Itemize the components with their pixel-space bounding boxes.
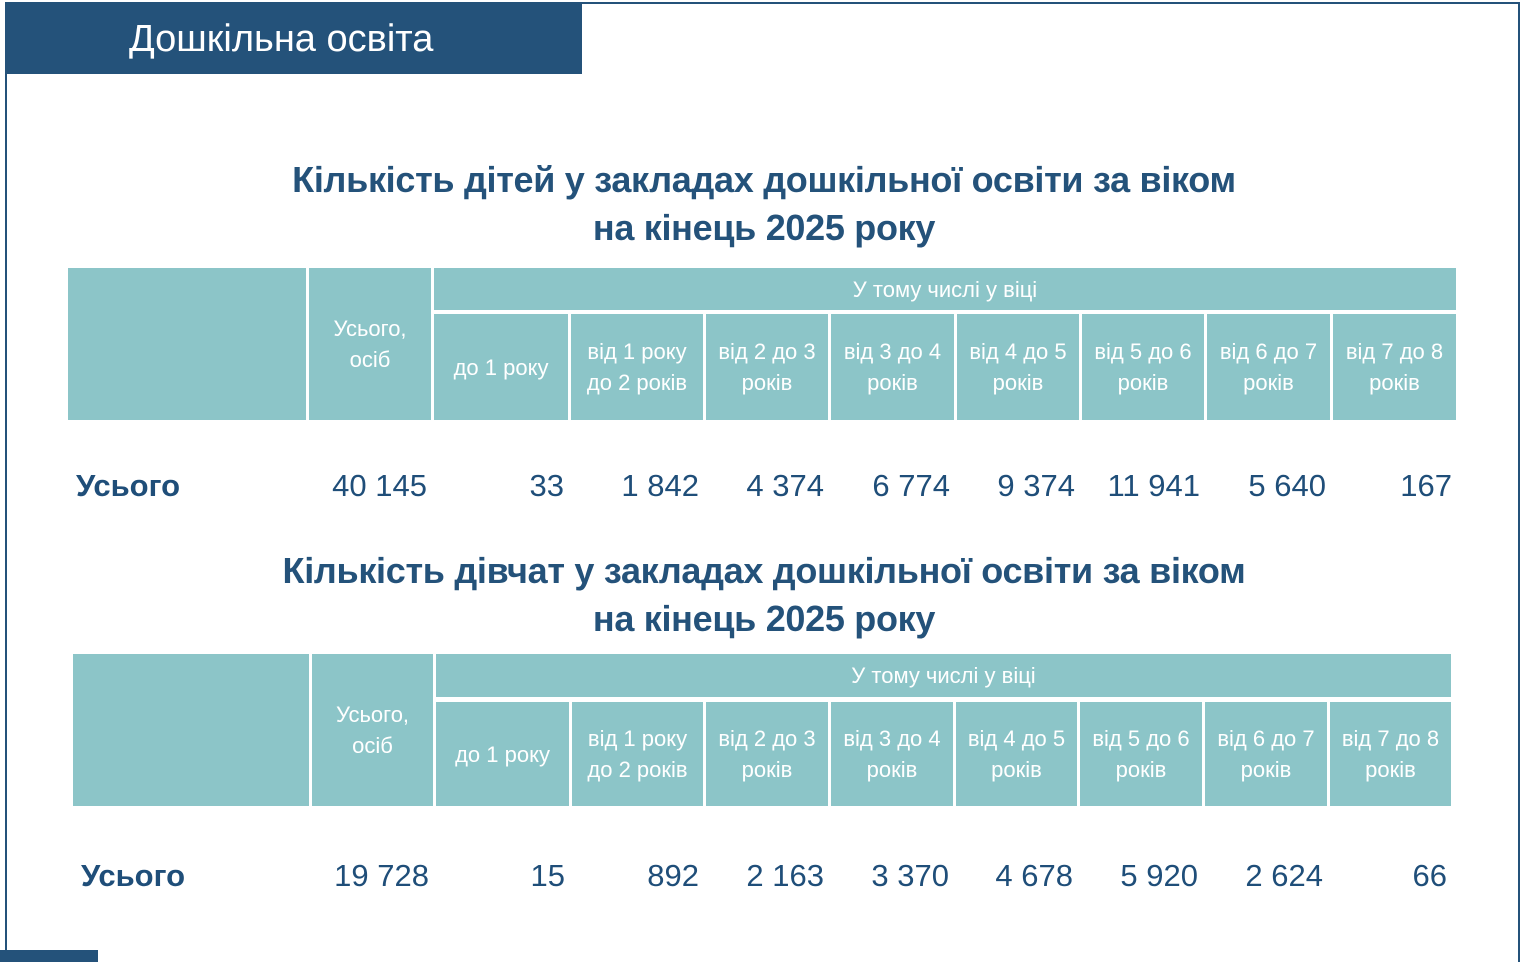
header-cell: до 1 року xyxy=(434,314,568,420)
header-cell: У тому числі у віці xyxy=(436,654,1451,697)
cell-value: 11 941 xyxy=(1107,468,1200,503)
frame xyxy=(1518,2,1520,962)
header-cell: від 5 до 6 років xyxy=(1082,314,1204,420)
cell-value: 3 370 xyxy=(871,858,949,893)
header-cell: від 7 до 8 років xyxy=(1330,702,1451,806)
frame xyxy=(582,2,1520,4)
cell-value: 167 xyxy=(1400,468,1452,503)
header-cell: від 5 до 6 років xyxy=(1080,702,1202,806)
cell-value: 4 678 xyxy=(995,858,1073,893)
header-cell: У тому числі у віці xyxy=(434,268,1456,310)
table-title: Кількість дітей у закладах дошкільної ос… xyxy=(292,159,1236,200)
header-cell: від 2 до 3 років xyxy=(706,314,828,420)
header-cell: від 3 до 4 років xyxy=(831,702,953,806)
header-cell: Усього, осіб xyxy=(309,268,431,420)
footer-bar xyxy=(0,950,98,962)
cell-value: 5 920 xyxy=(1120,858,1198,893)
header-cell: від 2 до 3 років xyxy=(706,702,828,806)
header-cell: від 4 до 5 років xyxy=(956,702,1077,806)
header-cell xyxy=(73,654,309,806)
row-label: Усього xyxy=(76,468,181,503)
cell-value: 5 640 xyxy=(1248,468,1326,503)
cell-value: 2 163 xyxy=(746,858,824,893)
header-cell xyxy=(68,268,306,420)
cell-value: 4 374 xyxy=(746,468,824,503)
table-title: на кінець 2025 року xyxy=(592,207,936,248)
cell-value: 892 xyxy=(647,858,699,893)
header-cell: від 4 до 5 років xyxy=(957,314,1079,420)
table-title: Кількість дівчат у закладах дошкільної о… xyxy=(282,550,1246,591)
header-cell: від 1 року до 2 років xyxy=(571,314,703,420)
header-cell: від 6 до 7 років xyxy=(1205,702,1327,806)
cell-value: 19 728 xyxy=(334,858,429,893)
header-cell: Усього, осіб xyxy=(312,654,433,806)
row-label: Усього xyxy=(81,858,186,893)
cell-value: 6 774 xyxy=(872,468,950,503)
section-header: Дошкільна освіта xyxy=(5,2,582,74)
cell-value: 40 145 xyxy=(332,468,427,503)
header-cell: від 6 до 7 років xyxy=(1207,314,1330,420)
header-cell: від 7 до 8 років xyxy=(1333,314,1456,420)
cell-value: 1 842 xyxy=(621,468,699,503)
table-title: на кінець 2025 року xyxy=(592,598,936,639)
cell-value: 2 624 xyxy=(1245,858,1323,893)
frame xyxy=(5,74,7,962)
cell-value: 9 374 xyxy=(997,468,1075,503)
cell-value: 15 xyxy=(530,858,565,893)
cell-value: 66 xyxy=(1412,858,1447,893)
header-cell: до 1 року xyxy=(436,702,569,806)
header-cell: від 3 до 4 років xyxy=(831,314,954,420)
header-cell: від 1 року до 2 років xyxy=(572,702,703,806)
cell-value: 33 xyxy=(529,468,564,503)
